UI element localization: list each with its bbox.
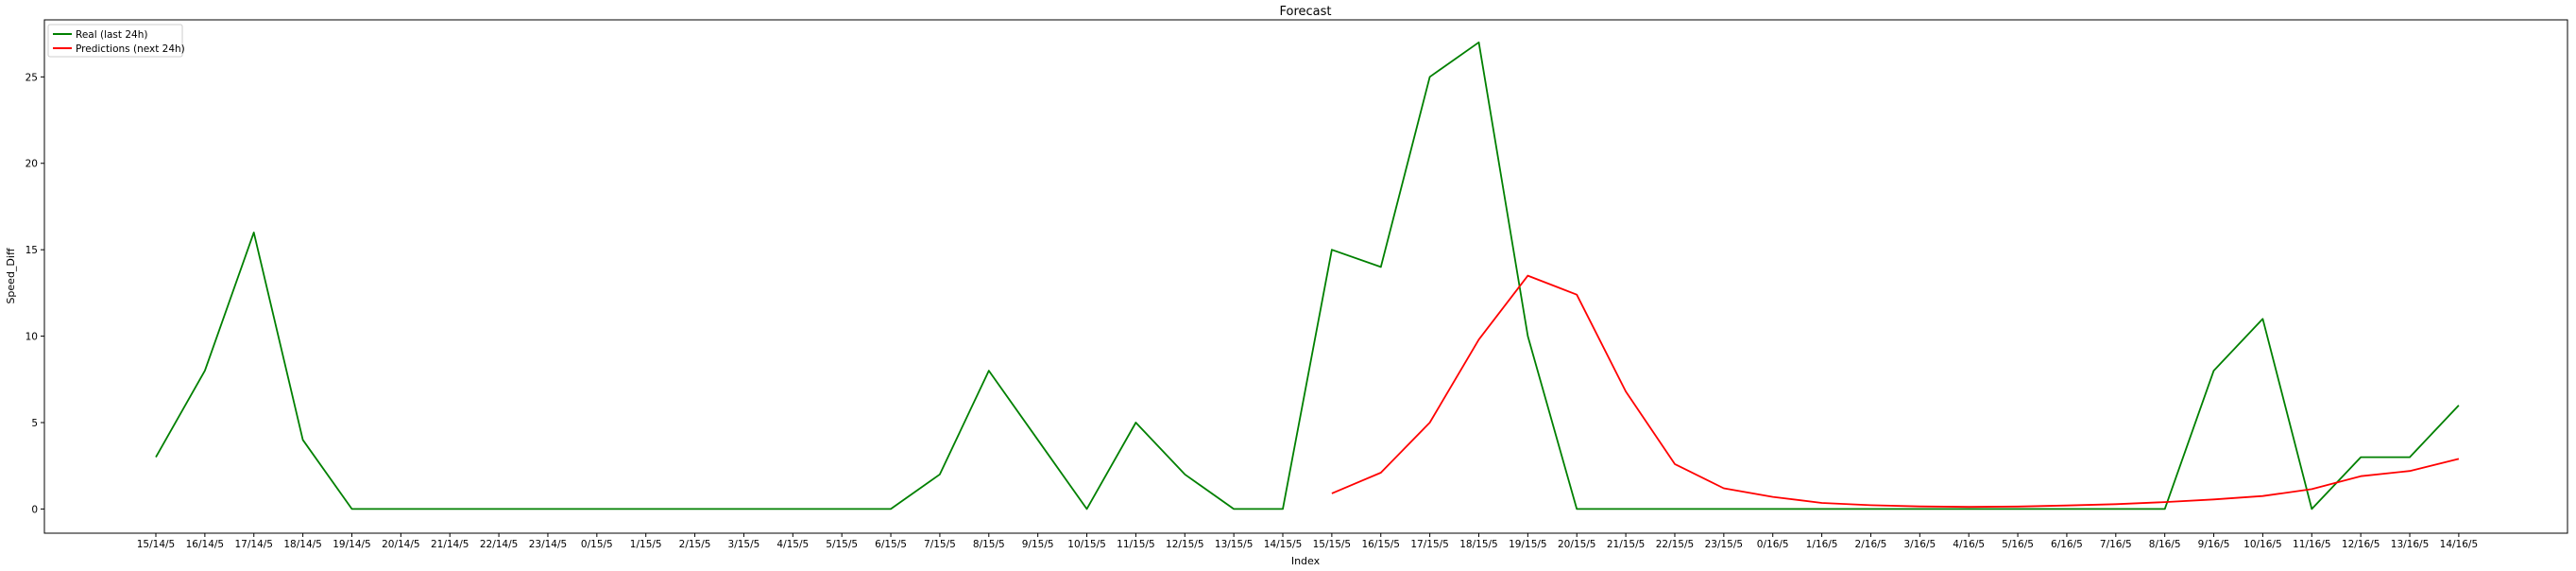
y-tick-label: 10 [26,332,38,343]
x-tick-label: 2/16/5 [1855,539,1887,550]
x-tick-label: 3/15/5 [728,539,760,550]
x-tick-label: 19/15/5 [1509,539,1546,550]
x-tick-label: 14/15/5 [1264,539,1302,550]
y-tick-label: 20 [26,159,38,170]
x-tick-label: 19/14/5 [333,539,370,550]
x-tick-label: 17/14/5 [234,539,272,550]
y-tick-label: 0 [31,504,38,515]
x-tick-label: 17/15/5 [1410,539,1448,550]
legend-label-real: Real (last 24h) [76,29,147,41]
x-tick-label: 10/15/5 [1067,539,1105,550]
x-tick-label: 10/16/5 [2243,539,2281,550]
x-tick-label: 15/14/5 [137,539,175,550]
x-tick-label: 12/15/5 [1166,539,1203,550]
x-tick-label: 0/15/5 [581,539,613,550]
y-tick-label: 25 [26,72,38,83]
x-tick-label: 15/15/5 [1313,539,1351,550]
x-tick-label: 5/15/5 [826,539,858,550]
x-tick-label: 21/14/5 [431,539,469,550]
x-tick-label: 2/15/5 [679,539,711,550]
x-tick-label: 13/15/5 [1215,539,1253,550]
x-tick-label: 6/15/5 [875,539,907,550]
y-tick-label: 15 [26,245,38,256]
x-tick-label: 20/15/5 [1558,539,1595,550]
x-tick-label: 23/14/5 [529,539,567,550]
x-tick-label: 21/15/5 [1607,539,1645,550]
y-tick-label: 5 [31,418,38,429]
series-lines [155,41,2460,510]
x-tick-label: 20/14/5 [382,539,419,550]
x-tick-label: 16/15/5 [1362,539,1400,550]
x-tick-label: 9/16/5 [2198,539,2230,550]
series-line-predictions [1331,274,2460,509]
x-tick-label: 23/15/5 [1705,539,1743,550]
x-tick-label: 11/15/5 [1117,539,1154,550]
x-tick-label: 6/16/5 [2051,539,2083,550]
chart-title: Forecast [1279,5,1331,19]
x-tick-label: 7/16/5 [2100,539,2132,550]
x-tick-label: 13/16/5 [2391,539,2429,550]
x-tick-label: 12/16/5 [2342,539,2380,550]
x-tick-label: 3/16/5 [1903,539,1936,550]
x-axis-ticks: 15/14/5 16/14/5 17/14/5 18/14/5 19/14/5 20/14… [137,533,2478,550]
x-tick-label: 4/15/5 [776,539,809,550]
x-tick-label: 18/14/5 [283,539,321,550]
x-tick-label: 1/15/5 [630,539,662,550]
x-tick-label: 22/14/5 [480,539,518,550]
y-axis-label: Speed_Diff [5,248,17,304]
y-axis-ticks: 0 5 10 15 20 25 [26,72,44,515]
x-tick-label: 11/16/5 [2293,539,2330,550]
x-tick-label: 22/15/5 [1656,539,1694,550]
x-axis-label: Index [1291,555,1321,567]
x-tick-label: 18/15/5 [1459,539,1497,550]
x-tick-label: 8/16/5 [2149,539,2181,550]
series-line-real [155,41,2460,510]
x-tick-label: 7/15/5 [924,539,956,550]
x-tick-label: 4/16/5 [1953,539,1985,550]
x-tick-label: 14/16/5 [2440,539,2478,550]
legend-box [47,24,183,58]
x-tick-label: 9/15/5 [1022,539,1054,550]
x-tick-label: 5/16/5 [2002,539,2034,550]
x-tick-label: 8/15/5 [973,539,1005,550]
legend: Real (last 24h) Predictions (next 24h) [47,24,185,58]
x-tick-label: 16/14/5 [186,539,224,550]
plot-area [43,19,2568,534]
x-tick-label: 0/16/5 [1757,539,1789,550]
legend-label-predictions: Predictions (next 24h) [76,43,185,55]
x-tick-label: 1/16/5 [1806,539,1838,550]
